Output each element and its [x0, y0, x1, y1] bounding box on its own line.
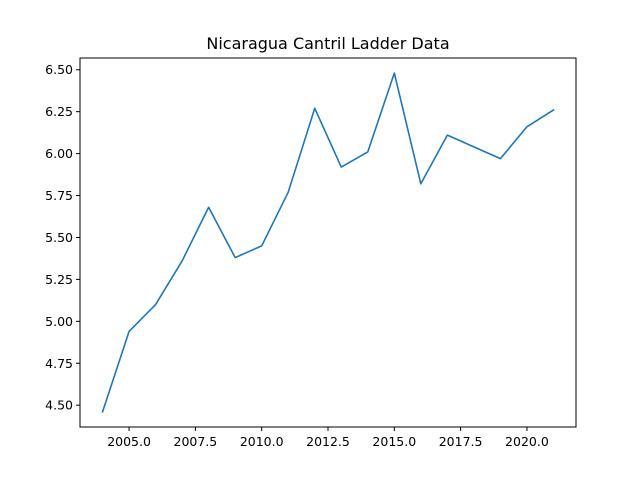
- y-tick-label: 6.00: [45, 146, 73, 161]
- y-tick-label: 4.75: [45, 356, 73, 371]
- x-tick-label: 2012.5: [306, 434, 350, 449]
- x-tick-label: 2010.0: [240, 434, 284, 449]
- plot-frame: [79, 57, 577, 428]
- plot-area: 2005.0 2007.5 2010.0 2012.5 2015.0 2017.5 2020…: [45, 62, 555, 449]
- x-tick-label: 2017.5: [439, 434, 483, 449]
- y-tick-label: 5.25: [45, 272, 73, 287]
- series-line: [101, 72, 555, 413]
- x-tick-label: 2007.5: [174, 434, 218, 449]
- chart-title: Nicaragua Cantril Ladder Data: [206, 34, 449, 53]
- x-tick-label: 2005.0: [107, 434, 151, 449]
- y-tick-label: 5.50: [45, 230, 73, 245]
- y-tick-label: 6.50: [45, 62, 73, 77]
- x-tick-label: 2015.0: [372, 434, 416, 449]
- y-tick-label: 5.75: [45, 188, 73, 203]
- x-tick-label: 2020.0: [505, 434, 549, 449]
- y-tick-label: 5.00: [45, 314, 73, 329]
- y-tick-label: 4.50: [45, 398, 73, 413]
- y-tick-label: 6.25: [45, 104, 73, 119]
